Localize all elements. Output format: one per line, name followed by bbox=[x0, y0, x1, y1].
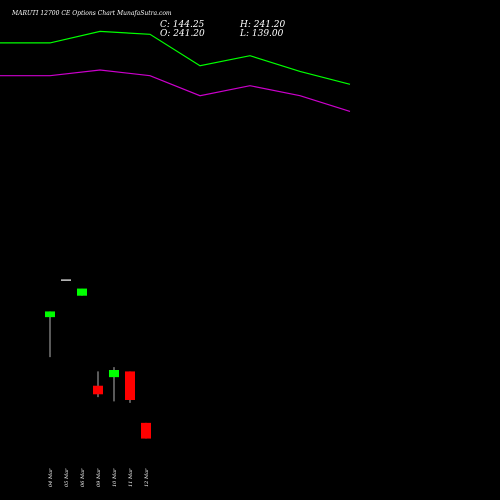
x-tick-label: 09 Mar bbox=[96, 468, 102, 487]
series-line-1 bbox=[0, 30, 351, 85]
x-tick-label: 04 Mar bbox=[48, 468, 54, 487]
x-tick-label: 05 Mar bbox=[64, 468, 70, 487]
candle-body bbox=[125, 371, 135, 400]
candle-body bbox=[77, 288, 87, 296]
x-tick-label: 11 Mar bbox=[128, 468, 134, 487]
x-tick-label: 12 Mar bbox=[144, 468, 150, 487]
candle-body bbox=[61, 279, 71, 281]
x-tick-label: 10 Mar bbox=[112, 468, 118, 487]
low-value: L: 139.00 bbox=[240, 29, 284, 39]
close-value: C: 144.25 bbox=[160, 20, 205, 30]
x-tick-label: 06 Mar bbox=[80, 468, 86, 487]
candle-body bbox=[141, 422, 151, 439]
candle-body bbox=[93, 385, 103, 395]
candle-body bbox=[109, 370, 119, 378]
high-value: H: 241.20 bbox=[240, 20, 286, 30]
open-value: O: 241.20 bbox=[160, 29, 205, 39]
series-line-2 bbox=[0, 69, 351, 112]
chart-title: MARUTI 12700 CE Options Chart MunafaSutr… bbox=[12, 10, 172, 17]
candle-body bbox=[45, 311, 55, 318]
